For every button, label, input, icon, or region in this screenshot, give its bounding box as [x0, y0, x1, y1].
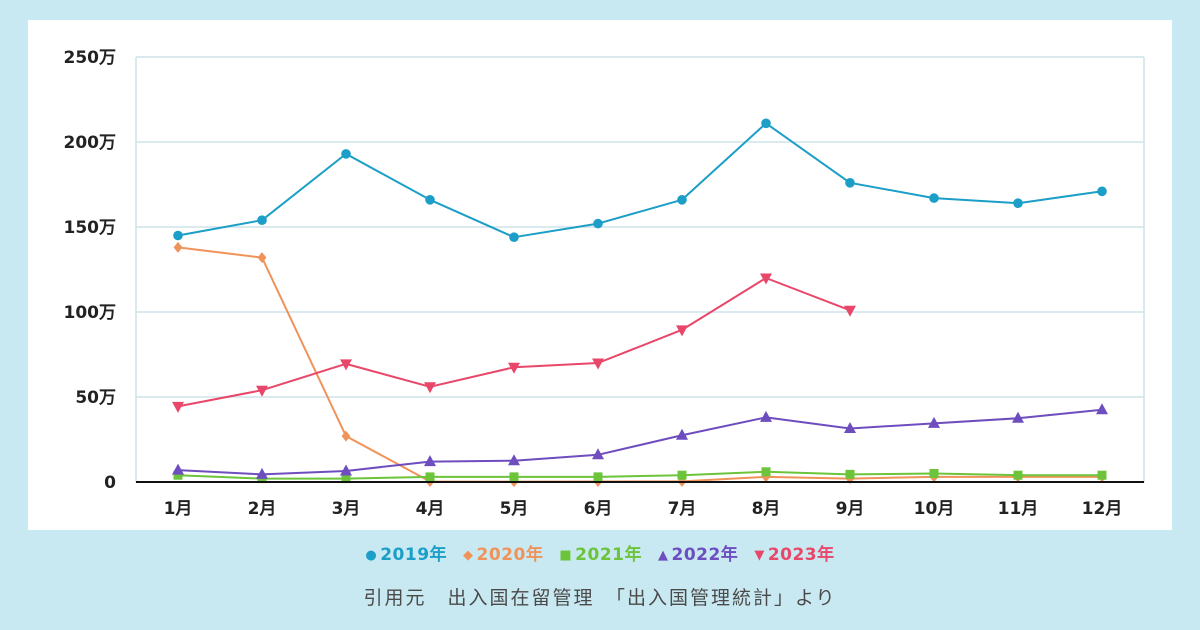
series-line — [177, 408, 1103, 476]
data-point — [173, 470, 183, 480]
data-point — [257, 215, 267, 225]
legend-marker-icon: ▲ — [657, 548, 669, 563]
y-tick-label: 200万 — [64, 133, 117, 153]
data-point — [676, 325, 688, 337]
data-point — [1013, 198, 1023, 208]
data-point — [508, 362, 520, 374]
legend-item: ■ 2021年 — [559, 540, 642, 565]
data-point — [761, 467, 771, 477]
data-point — [593, 472, 603, 482]
data-point — [844, 421, 856, 433]
data-point — [508, 454, 520, 466]
data-point — [929, 193, 939, 203]
series-line — [177, 277, 851, 408]
data-point — [761, 118, 771, 129]
legend-label: 2022年 — [671, 545, 739, 565]
data-point — [1096, 403, 1108, 415]
data-point — [341, 474, 351, 484]
data-point — [341, 430, 351, 442]
data-point — [424, 382, 436, 394]
y-tick-label: 50万 — [75, 388, 116, 408]
y-tick-label: 150万 — [64, 218, 117, 238]
data-point — [677, 195, 687, 205]
x-tick-label: 10月 — [914, 499, 955, 519]
data-point — [593, 218, 603, 229]
data-point — [173, 241, 183, 253]
data-point — [256, 467, 268, 479]
x-tick-label: 2月 — [248, 499, 277, 519]
legend-marker-icon: ■ — [559, 548, 573, 563]
data-point — [928, 416, 940, 428]
data-point — [592, 448, 604, 460]
legend-marker-icon: ▼ — [754, 548, 765, 563]
data-point — [1097, 470, 1107, 480]
legend: ● 2019年 ◆ 2020年 ■ 2021年 ▲ 2022年 ▼ 2023年 — [0, 540, 1200, 565]
data-point — [760, 273, 772, 285]
data-point — [340, 464, 352, 476]
y-tick-label: 100万 — [64, 303, 117, 323]
x-tick-label: 3月 — [332, 499, 361, 519]
data-point — [1012, 411, 1024, 423]
data-point — [592, 358, 604, 370]
x-tick-label: 12月 — [1082, 499, 1123, 519]
series-line — [177, 470, 1102, 480]
data-point — [845, 178, 855, 188]
x-tick-label: 11月 — [998, 499, 1039, 519]
x-tick-label: 6月 — [584, 499, 613, 519]
legend-label: 2021年 — [575, 545, 642, 565]
x-tick-label: 1月 — [164, 499, 193, 519]
data-point — [172, 401, 184, 413]
line-chart: 0 50万 100万 150万 200万 250万 1月 2月 3月 4月 5月 6月 7月 8月 9月 10… — [64, 48, 1145, 519]
data-point — [425, 195, 435, 205]
series-line — [177, 122, 1103, 239]
legend-marker-icon: ● — [365, 548, 378, 563]
legend-marker-icon: ◆ — [463, 548, 474, 563]
data-point — [424, 455, 436, 467]
series-line — [177, 246, 1102, 483]
source-citation: 引用元 出入国在留管理 「出入国管理統計」より — [363, 587, 837, 609]
data-point — [760, 410, 772, 422]
y-tick-label: 0 — [104, 473, 116, 493]
x-tick-label: 8月 — [752, 499, 781, 519]
data-point — [173, 230, 183, 241]
data-point — [676, 428, 688, 440]
data-point — [257, 252, 267, 264]
legend-item: ▲ 2022年 — [658, 540, 738, 565]
legend-item: ● 2019年 — [365, 540, 447, 565]
x-tick-label: 5月 — [500, 499, 529, 519]
data-point — [509, 472, 519, 482]
legend-label: 2019年 — [380, 545, 448, 565]
x-tick-label: 7月 — [668, 499, 697, 519]
data-point — [425, 472, 435, 482]
data-point — [929, 469, 939, 478]
data-point — [677, 470, 687, 480]
data-point — [172, 463, 184, 475]
data-point — [256, 385, 268, 397]
chart-panel: 0 50万 100万 150万 200万 250万 1月 2月 3月 4月 5月 6月 7月 8月 9月 10… — [28, 20, 1172, 530]
x-tick-label: 9月 — [836, 499, 865, 519]
data-point — [341, 149, 351, 159]
data-point — [1013, 470, 1023, 480]
data-point — [845, 469, 855, 479]
legend-label: 2023年 — [767, 545, 835, 565]
data-point — [1097, 186, 1107, 197]
legend-item: ▼ 2023年 — [754, 540, 834, 565]
y-tick-label: 250万 — [64, 48, 117, 68]
legend-label: 2020年 — [476, 545, 544, 565]
x-tick-label: 4月 — [416, 499, 445, 519]
data-point — [844, 305, 856, 317]
legend-item: ◆ 2020年 — [463, 540, 543, 565]
data-point — [340, 359, 352, 371]
data-point — [509, 232, 519, 242]
